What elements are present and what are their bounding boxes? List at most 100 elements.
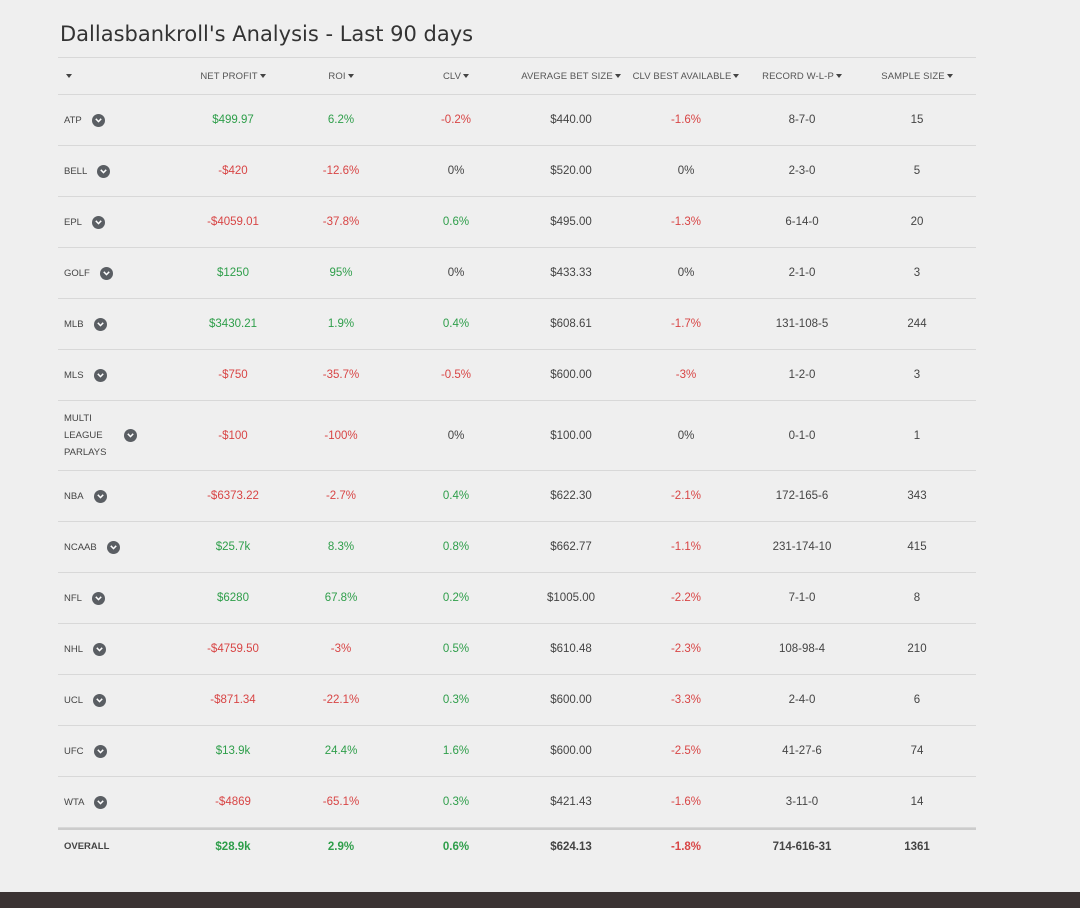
sort-caret-icon xyxy=(946,73,953,78)
overall-label: OVERALL xyxy=(64,841,110,852)
net-profit-cell: $499.97 xyxy=(212,114,254,126)
league-sort-toggle[interactable] xyxy=(58,74,178,78)
overall-row: OVERALL $28.9k 2.9% 0.6% $624.13 -1.8% 7… xyxy=(58,828,976,863)
league-label: UFC xyxy=(64,745,84,757)
expand-chevron-icon[interactable] xyxy=(94,795,108,809)
expand-chevron-icon[interactable] xyxy=(91,591,105,605)
table-row: NBA -$6373.22 -2.7% 0.4% $622.30 -2.1% 172-165… xyxy=(58,471,976,522)
clv-cell: 0.3% xyxy=(442,796,470,808)
clv-best-available-cell: -3.3% xyxy=(670,694,702,706)
average-bet-size-cell: $495.00 xyxy=(550,216,592,228)
net-profit-cell: -$4059.01 xyxy=(207,216,259,228)
sample-size-cell: 15 xyxy=(910,114,924,126)
record-cell: 231-174-10 xyxy=(772,541,832,553)
overall-record: 714-616-31 xyxy=(772,840,832,853)
expand-chevron-icon[interactable] xyxy=(93,642,107,656)
record-cell: 7-1-0 xyxy=(788,592,816,604)
clv-cell: 0% xyxy=(447,429,465,442)
header-average-bet-size[interactable]: AVERAGE BET SIZE xyxy=(516,71,626,82)
league-cell: UCL xyxy=(58,692,178,709)
table-row: NHL -$4759.50 -3% 0.5% $610.48 -2.3% 108-98-4 2… xyxy=(58,624,976,675)
table-row: NCAAB $25.7k 8.3% 0.8% $662.77 -1.1% 231-174-1… xyxy=(58,522,976,573)
league-label: MLB xyxy=(64,318,84,330)
table-row: UFC $13.9k 24.4% 1.6% $600.00 -2.5% 41-27-6 74 xyxy=(58,726,976,777)
league-cell: NBA xyxy=(58,488,178,505)
roi-cell: -65.1% xyxy=(322,796,360,808)
expand-chevron-icon[interactable] xyxy=(106,540,120,554)
header-clv[interactable]: CLV xyxy=(396,71,516,82)
page-title: Dallasbankroll's Analysis - Last 90 days xyxy=(60,22,474,46)
expand-chevron-icon[interactable] xyxy=(91,215,105,229)
sample-size-cell: 5 xyxy=(913,165,921,177)
clv-best-available-cell: -1.6% xyxy=(670,796,702,808)
record-cell: 2-1-0 xyxy=(788,267,816,279)
expand-chevron-icon[interactable] xyxy=(93,744,107,758)
clv-best-available-cell: -2.3% xyxy=(670,643,702,655)
roi-cell: 24.4% xyxy=(324,745,358,757)
clv-cell: -0.2% xyxy=(440,114,472,126)
net-profit-cell: -$6373.22 xyxy=(207,490,259,502)
roi-cell: 1.9% xyxy=(327,318,355,330)
clv-best-available-cell: -1.6% xyxy=(670,114,702,126)
record-cell: 131-108-5 xyxy=(775,318,829,330)
expand-chevron-icon[interactable] xyxy=(93,317,107,331)
roi-cell: -35.7% xyxy=(322,369,360,381)
clv-best-available-cell: 0% xyxy=(677,429,695,442)
expand-chevron-icon[interactable] xyxy=(93,368,107,382)
average-bet-size-cell: $662.77 xyxy=(550,541,592,553)
clv-cell: 1.6% xyxy=(442,745,470,757)
sample-size-cell: 20 xyxy=(910,216,924,228)
league-label: NFL xyxy=(64,592,82,604)
record-cell: 41-27-6 xyxy=(782,745,822,757)
header-record[interactable]: RECORD W-L-P xyxy=(746,71,858,82)
sample-size-cell: 343 xyxy=(907,490,927,502)
clv-best-available-cell: -1.1% xyxy=(670,541,702,553)
clv-best-available-cell: -2.1% xyxy=(670,490,702,502)
table-row: GOLF $1250 95% 0% $433.33 0% 2-1-0 3 xyxy=(58,248,976,299)
expand-chevron-icon[interactable] xyxy=(124,429,138,442)
sample-size-cell: 415 xyxy=(907,541,927,553)
league-cell: BELL xyxy=(58,163,178,180)
league-label: EPL xyxy=(64,216,82,228)
net-profit-cell: $13.9k xyxy=(215,745,251,757)
clv-cell: 0.2% xyxy=(442,592,470,604)
expand-chevron-icon[interactable] xyxy=(99,266,113,280)
roi-cell: 6.2% xyxy=(327,114,355,126)
net-profit-cell: $6280 xyxy=(217,592,249,604)
roi-cell: -2.7% xyxy=(325,490,357,502)
sort-caret-icon xyxy=(66,74,72,78)
expand-chevron-icon[interactable] xyxy=(91,113,105,127)
net-profit-cell: -$4759.50 xyxy=(207,643,259,655)
record-cell: 2-3-0 xyxy=(788,165,816,177)
clv-cell: 0.8% xyxy=(442,541,470,553)
league-cell: NHL xyxy=(58,641,178,658)
bottom-bar xyxy=(0,892,1080,908)
table-row: MLS -$750 -35.7% -0.5% $600.00 -3% 1-2-0 3 xyxy=(58,350,976,401)
sort-caret-icon xyxy=(259,73,266,78)
average-bet-size-cell: $421.43 xyxy=(550,796,592,808)
sort-caret-icon xyxy=(347,73,354,78)
clv-best-available-cell: -2.5% xyxy=(670,745,702,757)
sample-size-cell: 3 xyxy=(913,267,921,279)
expand-chevron-icon[interactable] xyxy=(97,164,111,178)
roi-cell: 95% xyxy=(329,267,353,279)
header-clv-best-available[interactable]: CLV BEST AVAILABLE xyxy=(626,71,746,82)
expand-chevron-icon[interactable] xyxy=(93,489,107,503)
league-cell: GOLF xyxy=(58,265,178,282)
clv-cell: 0.4% xyxy=(442,318,470,330)
table-row: WTA -$4869 -65.1% 0.3% $421.43 -1.6% 3-11-0 14 xyxy=(58,777,976,828)
league-cell: EPL xyxy=(58,214,178,231)
header-net-profit[interactable]: NET PROFIT xyxy=(180,71,286,82)
average-bet-size-cell: $600.00 xyxy=(550,745,592,757)
sort-caret-icon xyxy=(835,73,842,78)
expand-chevron-icon[interactable] xyxy=(93,693,107,707)
net-profit-cell: -$750 xyxy=(218,369,248,381)
sort-caret-icon xyxy=(733,73,740,78)
overall-sample-size: 1361 xyxy=(904,840,930,853)
average-bet-size-cell: $610.48 xyxy=(550,643,592,655)
header-roi[interactable]: ROI xyxy=(286,71,396,82)
header-sample-size[interactable]: SAMPLE SIZE xyxy=(858,71,976,82)
league-cell: MLS xyxy=(58,367,178,384)
record-cell: 6-14-0 xyxy=(785,216,819,228)
clv-best-available-cell: -1.7% xyxy=(670,318,702,330)
